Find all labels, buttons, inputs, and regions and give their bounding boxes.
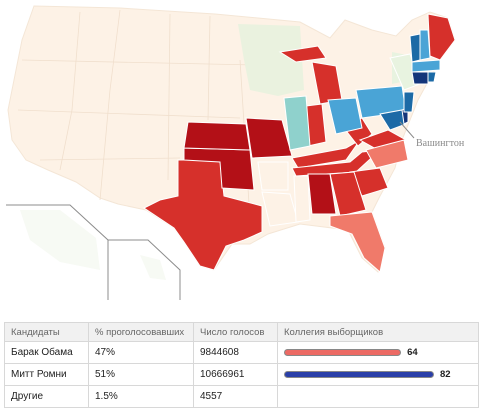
state-florida <box>329 211 386 273</box>
header-candidates: Кандидаты <box>4 322 89 342</box>
electors-bar <box>284 349 402 356</box>
state-new-jersey <box>403 91 415 113</box>
state-north-carolina <box>365 139 409 169</box>
alaska-landmass <box>20 210 100 270</box>
electors-count: 82 <box>440 369 451 380</box>
state-ohio <box>327 97 363 135</box>
header-percent: % проголосовавших <box>88 322 194 342</box>
state-arkansas <box>257 161 289 191</box>
candidate-name: Другие <box>4 385 89 408</box>
candidate-percent: 47% <box>88 341 194 364</box>
state-texas <box>143 159 263 271</box>
callout-line <box>399 121 415 139</box>
table-row: Барак Обама 47% 9844608 64 <box>4 341 479 364</box>
candidate-name: Барак Обама <box>4 341 89 364</box>
electors-bar <box>284 371 434 378</box>
state-connecticut <box>411 71 429 85</box>
state-maryland <box>379 109 407 131</box>
state-maine <box>427 13 456 61</box>
state-vermont <box>409 33 421 63</box>
election-results-table: Кандидаты % проголосовавших Число голосо… <box>4 322 479 408</box>
callout-label: Вашингтон <box>416 138 465 149</box>
state-mississippi <box>293 175 311 223</box>
state-michigan-upper <box>278 45 327 63</box>
candidate-electors: 64 <box>277 341 479 364</box>
table-header-row: Кандидаты % проголосовавших Число голосо… <box>4 322 479 342</box>
candidate-percent: 1.5% <box>88 385 194 408</box>
inset-hawaii-border <box>108 239 181 300</box>
state-massachusetts <box>411 59 441 73</box>
candidate-percent: 51% <box>88 363 194 386</box>
candidate-electors <box>277 385 479 408</box>
candidate-votes: 4557 <box>193 385 278 408</box>
state-new-hampshire <box>419 29 431 61</box>
state-missouri <box>245 117 293 159</box>
region-upper-midwest <box>238 24 304 96</box>
state-rhode-island <box>427 71 437 83</box>
header-votes: Число голосов <box>193 322 278 342</box>
state-alabama <box>307 173 337 215</box>
candidate-votes: 9844608 <box>193 341 278 364</box>
table-row: Митт Ромни 51% 10666961 82 <box>4 363 479 386</box>
candidate-votes: 10666961 <box>193 363 278 386</box>
state-georgia <box>329 171 367 217</box>
inset-alaska-border <box>6 204 109 300</box>
state-kentucky <box>291 139 361 169</box>
hawaii-landmass <box>140 255 166 280</box>
header-electors: Коллегия выборщиков <box>277 322 479 342</box>
electors-count: 64 <box>407 347 418 358</box>
candidate-electors: 82 <box>277 363 479 386</box>
state-virginia <box>358 129 408 151</box>
us-states-map: Вашингтон <box>6 5 465 300</box>
table-row: Другие 1.5% 4557 <box>4 385 479 408</box>
state-illinois <box>283 95 311 151</box>
candidate-name: Митт Ромни <box>4 363 89 386</box>
state-kansas <box>183 121 251 151</box>
